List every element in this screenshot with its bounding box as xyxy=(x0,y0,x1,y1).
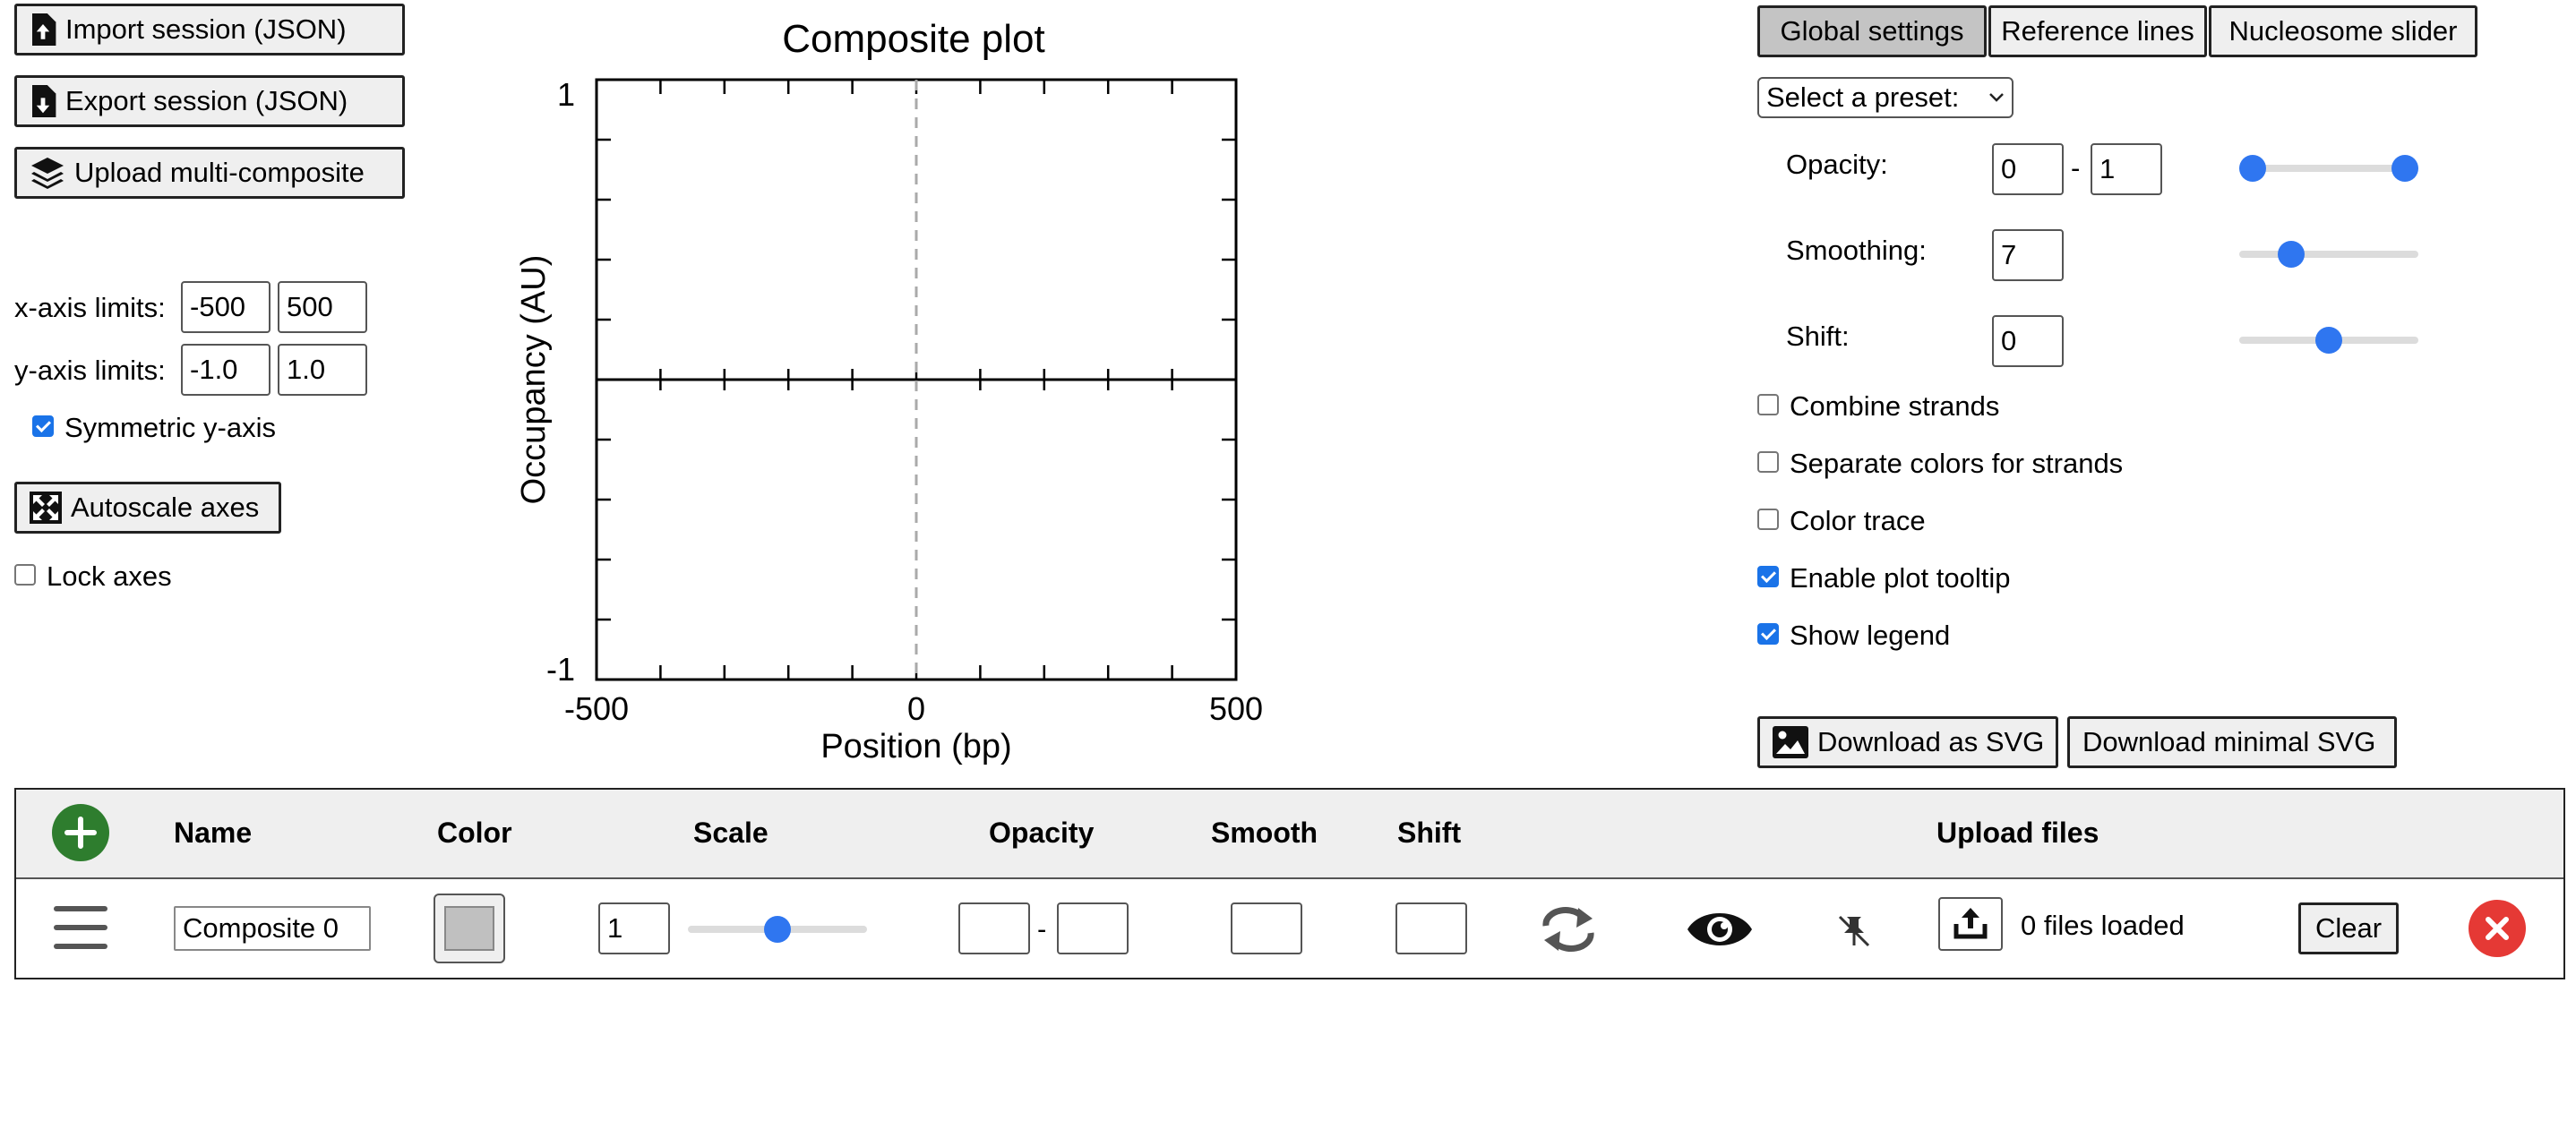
smoothing-slider-thumb[interactable] xyxy=(2277,241,2305,268)
separate-colors-strands-label: Separate colors for strands xyxy=(1790,448,2124,479)
upload-icon xyxy=(1953,908,1988,939)
plus-icon xyxy=(64,817,97,849)
separate-colors-strands-checkbox[interactable] xyxy=(1757,451,1779,473)
composite-table xyxy=(14,788,2565,979)
export-session-button[interactable]: Export session (JSON) xyxy=(14,75,405,127)
header-shift: Shift xyxy=(1397,817,1462,849)
remove-composite-button[interactable] xyxy=(2469,900,2526,957)
lock-axes-checkbox[interactable] xyxy=(14,564,36,586)
smoothing-label: Smoothing: xyxy=(1786,235,1927,266)
download-minimal-svg-button[interactable]: Download minimal SVG xyxy=(2067,716,2397,768)
x-tick-label-right: 500 xyxy=(1209,690,1263,727)
row-opacity-dash: - xyxy=(1037,913,1047,945)
scale-input[interactable]: 1 xyxy=(598,902,670,954)
y-min-input[interactable]: -1.0 xyxy=(181,344,270,396)
import-session-label: Import session (JSON) xyxy=(65,13,347,45)
opacity-max-input[interactable]: 1 xyxy=(2091,143,2162,195)
x-axis-title: Position (bp) xyxy=(820,728,1011,765)
upload-multi-composite-button[interactable]: Upload multi-composite xyxy=(14,147,405,199)
expand-arrows-icon xyxy=(30,492,62,524)
header-opacity: Opacity xyxy=(989,817,1095,849)
tab-reference-lines[interactable]: Reference lines xyxy=(1988,5,2207,57)
smoothing-slider-track[interactable] xyxy=(2239,251,2418,258)
clear-label: Clear xyxy=(2314,912,2383,944)
lock-axes-label: Lock axes xyxy=(47,560,172,592)
swap-strands-icon[interactable] xyxy=(1537,904,1600,954)
enable-plot-tooltip-label: Enable plot tooltip xyxy=(1790,562,2011,594)
plot-title: Composite plot xyxy=(782,17,1044,61)
chevron-down-icon xyxy=(1989,93,2004,102)
y-tick-label-top: 1 xyxy=(557,76,575,113)
file-download-icon xyxy=(32,85,56,117)
row-shift-input[interactable] xyxy=(1395,902,1467,954)
smoothing-input[interactable]: 7 xyxy=(1992,229,2064,281)
color-trace-checkbox[interactable] xyxy=(1757,509,1779,530)
drag-handle-icon[interactable] xyxy=(54,904,107,951)
axis-ticks xyxy=(595,78,1238,681)
clear-button[interactable]: Clear xyxy=(2298,902,2399,954)
row-smooth-input[interactable] xyxy=(1231,902,1302,954)
y-axis-title: Occupancy (AU) xyxy=(515,255,553,505)
y-axis-limits-label: y-axis limits: xyxy=(14,355,166,386)
tab-nucleosome-slider[interactable]: Nucleosome slider xyxy=(2209,5,2477,57)
preset-select[interactable]: Select a preset: xyxy=(1757,77,2014,118)
header-upload-files: Upload files xyxy=(1936,817,2099,849)
opacity-label: Opacity: xyxy=(1786,149,1888,180)
row-opacity-max-input[interactable] xyxy=(1057,902,1129,954)
tab-global-settings[interactable]: Global settings xyxy=(1757,5,1987,57)
x-axis-limits-label: x-axis limits: xyxy=(14,292,166,323)
upload-multi-composite-label: Upload multi-composite xyxy=(74,157,365,188)
layers-icon xyxy=(31,158,64,189)
header-color: Color xyxy=(437,817,512,849)
symmetric-y-axis-label: Symmetric y-axis xyxy=(64,412,276,443)
opacity-range-track[interactable] xyxy=(2239,165,2418,172)
shift-label: Shift: xyxy=(1786,321,1850,352)
y-max-input[interactable]: 1.0 xyxy=(278,344,367,396)
composite-plot[interactable]: Composite plot 1 -1 -500 0 500 Position … xyxy=(502,0,1290,779)
y-tick-label-bottom: -1 xyxy=(546,651,575,688)
header-scale: Scale xyxy=(693,817,769,849)
header-smooth: Smooth xyxy=(1211,817,1318,849)
color-trace-label: Color trace xyxy=(1790,505,1926,536)
download-minimal-svg-label: Download minimal SVG xyxy=(2082,726,2376,757)
scale-slider-thumb[interactable] xyxy=(764,916,791,943)
download-svg-label: Download as SVG xyxy=(1817,726,2045,757)
export-session-label: Export session (JSON) xyxy=(65,85,348,116)
shift-slider-thumb[interactable] xyxy=(2315,327,2342,354)
show-legend-checkbox[interactable] xyxy=(1757,623,1779,645)
symmetric-y-axis-checkbox[interactable] xyxy=(32,415,54,437)
combine-strands-checkbox[interactable] xyxy=(1757,394,1779,415)
close-icon xyxy=(2486,917,2509,940)
color-picker-button[interactable] xyxy=(434,894,505,963)
shift-input[interactable]: 0 xyxy=(1992,315,2064,367)
header-name: Name xyxy=(174,817,253,849)
color-swatch xyxy=(444,906,494,951)
import-session-button[interactable]: Import session (JSON) xyxy=(14,4,405,56)
files-loaded-status: 0 files loaded xyxy=(2021,910,2185,941)
image-icon xyxy=(1773,726,1808,758)
pin-off-icon[interactable] xyxy=(1834,911,1874,951)
x-tick-label-center: 0 xyxy=(907,690,925,727)
composite-name-input[interactable]: Composite 0 xyxy=(174,906,371,951)
row-opacity-min-input[interactable] xyxy=(958,902,1030,954)
autoscale-axes-button[interactable]: Autoscale axes xyxy=(14,482,281,534)
opacity-dash: - xyxy=(2071,152,2081,184)
download-svg-button[interactable]: Download as SVG xyxy=(1757,716,2058,768)
add-composite-button[interactable] xyxy=(52,804,109,861)
autoscale-axes-label: Autoscale axes xyxy=(71,492,260,523)
file-upload-icon xyxy=(32,13,56,46)
show-legend-label: Show legend xyxy=(1790,620,1951,651)
opacity-low-thumb[interactable] xyxy=(2239,155,2266,182)
preset-select-label: Select a preset: xyxy=(1766,81,1960,113)
opacity-high-thumb[interactable] xyxy=(2391,155,2418,182)
x-tick-label-left: -500 xyxy=(564,690,629,727)
combine-strands-label: Combine strands xyxy=(1790,390,2000,422)
opacity-min-input[interactable]: 0 xyxy=(1992,143,2064,195)
x-min-input[interactable]: -500 xyxy=(181,281,270,333)
x-max-input[interactable]: 500 xyxy=(278,281,367,333)
upload-files-button[interactable] xyxy=(1938,897,2003,951)
table-header xyxy=(16,790,2563,879)
eye-icon[interactable] xyxy=(1686,906,1754,953)
enable-plot-tooltip-checkbox[interactable] xyxy=(1757,566,1779,587)
